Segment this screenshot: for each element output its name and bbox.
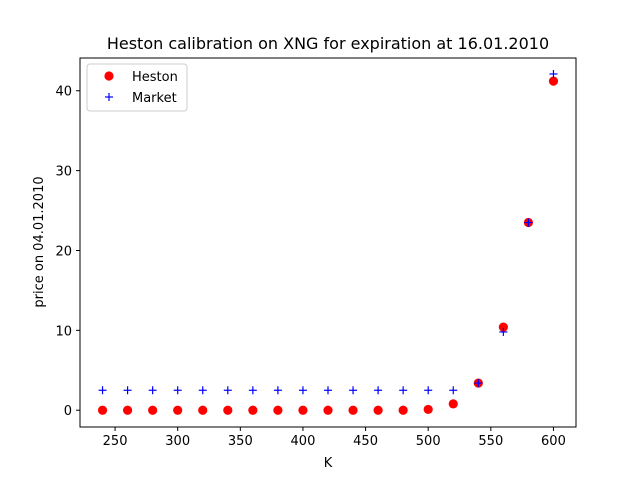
heston-point [273,405,283,415]
market-point [399,386,408,395]
market-point [273,386,282,395]
heston-point [448,399,458,409]
heston-point [248,405,258,415]
heston-point [498,322,508,332]
y-tick-label: 20 [55,244,72,259]
heston-point [97,405,108,415]
market-point [148,386,157,395]
x-axis: 250 300 350 400 450 500 550 600 [103,427,566,449]
y-axis: 0 10 20 30 40 [55,85,80,419]
market-point [98,386,107,395]
legend-heston-marker [104,71,114,81]
market-point [374,386,383,395]
legend-market-marker [105,93,113,101]
x-tick-label: 300 [165,434,190,449]
y-tick-label: 30 [55,165,72,180]
market-point [424,386,433,395]
heston-point [173,405,183,415]
y-tick-label: 10 [55,324,72,339]
x-tick-label: 400 [291,434,316,449]
heston-point [398,405,408,415]
data-marks [97,69,559,415]
legend: Heston Market [86,63,188,112]
market-point [123,386,132,395]
market-point [499,327,508,336]
x-tick-label: 600 [541,434,566,449]
y-axis-label: price on 04.01.2010 [32,176,47,307]
market-point [298,386,307,395]
market-point [198,386,207,395]
market-point [549,69,558,78]
market-point [524,218,533,227]
heston-point [423,404,433,415]
y-tick-label: 40 [55,85,72,100]
market-point [474,379,483,388]
x-tick-label: 550 [478,434,503,449]
chart-title: Heston calibration on XNG for expiration… [107,34,549,53]
legend-market-label: Market [132,91,177,106]
legend-heston-label: Heston [132,70,178,85]
market-point [324,386,332,395]
x-axis-label: K [324,456,333,471]
x-tick-label: 350 [228,434,253,449]
market-point [223,386,232,395]
market-point [449,386,458,395]
market-point [349,386,358,395]
market-point [248,386,257,395]
heston-point [373,405,383,415]
heston-point [348,405,358,415]
heston-point [548,76,559,86]
market-point [173,386,182,395]
x-tick-label: 250 [103,434,128,449]
heston-point [298,405,308,415]
heston-point [223,405,233,415]
heston-point [122,405,133,415]
heston-point [198,405,208,415]
x-tick-label: 500 [416,434,441,449]
x-tick-label: 450 [353,434,378,449]
y-tick-label: 0 [64,404,72,419]
heston-point [148,405,158,415]
heston-point [323,405,333,415]
plot-area [79,57,577,428]
